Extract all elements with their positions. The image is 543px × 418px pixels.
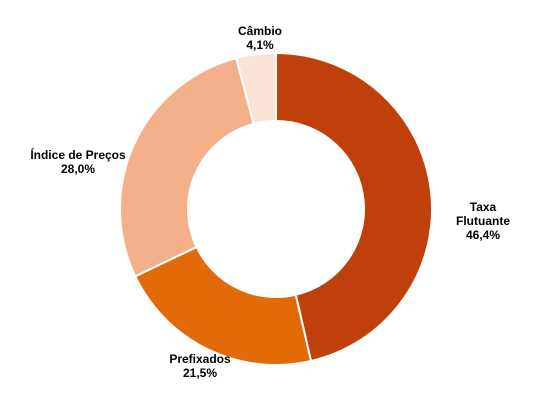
slice-value-cambio: 4,1%: [246, 38, 274, 52]
slice-prefixados: [133, 245, 313, 366]
label-prefixados: Prefixados 21,5%: [150, 352, 250, 380]
label-indice-de-precos: Índice de Preços 28,0%: [18, 148, 138, 176]
slice-indice-de-precos: [119, 56, 255, 278]
slice-name-taxa-flutuante-2: Flutuante: [456, 214, 510, 228]
slice-name-cambio: Câmbio: [237, 24, 282, 38]
slice-name-prefixados: Prefixados: [169, 352, 231, 366]
slice-value-indice-de-precos: 28,0%: [60, 162, 96, 176]
slice-name-indice-de-precos: Índice de Preços: [30, 148, 126, 162]
slice-value-taxa-flutuante: 46,4%: [465, 228, 501, 242]
slice-value-prefixados: 21,5%: [182, 366, 218, 380]
label-taxa-flutuante: Taxa Flutuante 46,4%: [443, 200, 523, 242]
label-cambio: Câmbio 4,1%: [220, 24, 300, 52]
slice-taxa-flutuante: [275, 51, 433, 363]
slice-name-taxa-flutuante: Taxa: [469, 200, 497, 214]
slice-cambio: [235, 51, 277, 126]
